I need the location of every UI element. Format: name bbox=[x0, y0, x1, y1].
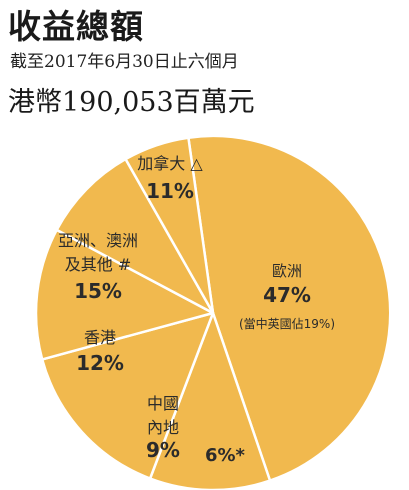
chart-subtitle: 截至2017年6月30日止六個月 bbox=[10, 52, 239, 72]
slice-label-2-0: 亞洲、澳洲 bbox=[58, 231, 138, 250]
slice-label-1-0: 加拿大 △ bbox=[137, 154, 203, 173]
pie-slice-4 bbox=[55, 157, 215, 315]
pie-slice-3 bbox=[34, 228, 215, 361]
slice-label-2-1: 及其他 # bbox=[65, 255, 132, 274]
slice-label-4-2: 9% bbox=[146, 438, 180, 462]
slice-label-2-2: 15% bbox=[74, 279, 122, 303]
chart-title: 收益總額 bbox=[8, 7, 144, 46]
slice-label-0-0: 歐洲 bbox=[272, 262, 302, 280]
pie-slice-2 bbox=[40, 311, 215, 480]
total-revenue: 港幣190,053百萬元 bbox=[8, 87, 255, 118]
slice-label-0-1: 47% bbox=[263, 283, 311, 307]
slice-label-5-0: 6%* bbox=[205, 445, 246, 466]
slice-label-3-0: 香港 bbox=[84, 328, 116, 347]
slice-label-3-1: 12% bbox=[76, 351, 124, 375]
slice-label-1-1: 11% bbox=[146, 179, 194, 203]
pie-slice-5 bbox=[124, 136, 215, 315]
slice-label-4-1: 內地 bbox=[147, 418, 179, 437]
slice-label-4-0: 中國 bbox=[147, 394, 179, 413]
pie-slice-0 bbox=[187, 134, 392, 482]
slice-label-0-2: (當中英國佔19%) bbox=[239, 316, 335, 331]
pie-slice-1 bbox=[148, 311, 272, 490]
